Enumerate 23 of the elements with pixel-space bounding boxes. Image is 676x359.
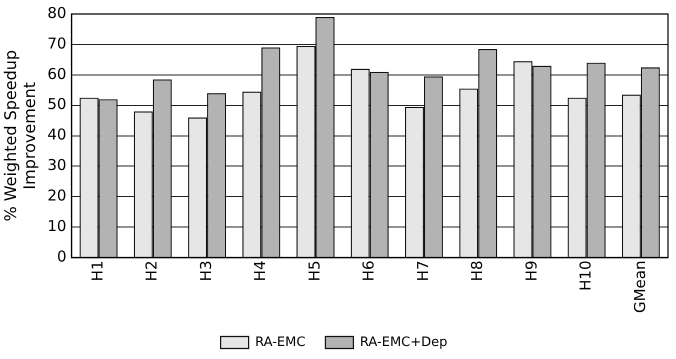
y-tick-label: 40: [47, 126, 66, 144]
y-tick-label: 0: [56, 247, 66, 266]
y-tick-label: 50: [47, 95, 66, 114]
y-tick-label: 30: [47, 156, 66, 174]
x-tick-label: H6: [360, 260, 378, 282]
x-tick-label: H2: [142, 260, 161, 282]
x-tick-label: H4: [251, 260, 270, 282]
y-tick-label: 10: [47, 216, 66, 235]
x-tick-label: H9: [522, 260, 540, 282]
y-tick-label: 20: [47, 186, 66, 205]
y-tick-label: 60: [47, 64, 66, 83]
x-tick-label: H10: [576, 260, 595, 291]
x-tick-label: H1: [88, 260, 106, 282]
x-tick-label: GMean: [630, 260, 649, 314]
y-axis-title: % Weighted Speedup Improvement: [0, 50, 39, 222]
y-tick-label: 70: [47, 34, 66, 52]
x-tick-label: H5: [305, 260, 324, 282]
legend-label: RA-EMC: [255, 334, 306, 350]
legend-label: RA-EMC+Dep: [360, 334, 448, 350]
x-tick-label: H3: [196, 260, 215, 282]
x-tick-label: H7: [414, 260, 432, 282]
x-tick-label: H8: [468, 260, 486, 282]
y-tick-label: 80: [47, 4, 66, 22]
